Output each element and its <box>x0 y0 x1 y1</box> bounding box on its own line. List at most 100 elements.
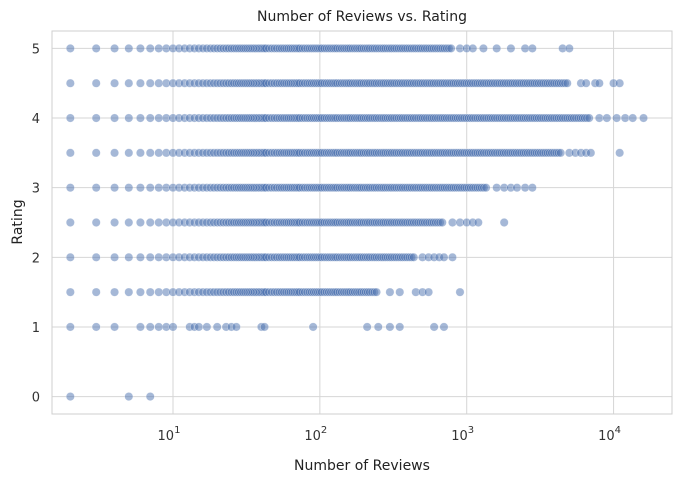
scatter-point <box>308 322 318 332</box>
scatter-point <box>594 78 604 88</box>
scatter-point <box>145 252 155 262</box>
scatter-point <box>455 287 465 297</box>
scatter-point <box>448 252 457 262</box>
scatter-point <box>473 218 483 227</box>
scatter-point <box>65 183 75 193</box>
scatter-point <box>65 287 75 297</box>
plot-frame <box>51 30 673 415</box>
points-layer <box>65 43 648 402</box>
scatter-point <box>145 218 155 227</box>
scatter-point <box>145 392 155 402</box>
scatter-point <box>395 322 405 332</box>
scatter-point <box>612 113 622 123</box>
scatter-point <box>65 218 75 227</box>
scatter-point <box>154 218 164 227</box>
scatter-point <box>145 322 155 332</box>
scatter-point <box>145 148 155 158</box>
scatter-point <box>65 148 75 158</box>
scatter-point <box>628 113 638 123</box>
scatter-point <box>168 322 178 332</box>
scatter-point <box>602 113 612 123</box>
scatter-point <box>110 148 120 158</box>
y-tick-label: 2 <box>32 251 40 266</box>
scatter-point <box>154 113 164 123</box>
scatter-point <box>145 43 155 53</box>
scatter-point <box>594 113 604 123</box>
scatter-point <box>91 43 101 53</box>
scatter-point <box>154 43 164 53</box>
scatter-point <box>620 113 630 123</box>
scatter-point <box>478 43 488 53</box>
scatter-point <box>527 43 537 53</box>
chart-title: Number of Reviews vs. Rating <box>257 9 467 25</box>
scatter-point <box>154 148 164 158</box>
y-tick-label: 0 <box>32 391 40 406</box>
scatter-point <box>145 287 155 297</box>
scatter-point <box>492 183 502 193</box>
scatter-point <box>145 113 155 123</box>
scatter-point <box>373 322 383 332</box>
x-tick-label: 102 <box>304 425 327 444</box>
scatter-point <box>124 218 134 227</box>
scatter-point <box>581 78 591 88</box>
x-tick-label: 104 <box>598 425 621 444</box>
scatter-point <box>135 78 145 88</box>
scatter-point <box>492 43 502 53</box>
scatter-point <box>409 252 419 262</box>
scatter-point <box>65 392 75 402</box>
scatter-point <box>506 43 516 53</box>
x-tick-label: 101 <box>158 425 181 444</box>
scatter-point <box>110 218 120 227</box>
scatter-point <box>260 322 269 332</box>
scatter-point <box>481 183 491 193</box>
scatter-point <box>437 218 447 227</box>
ticks-layer: 0 1 2 3 4 5 101 102 103 104 <box>32 42 621 444</box>
scatter-point <box>372 287 381 297</box>
scatter-point <box>527 183 537 193</box>
scatter-point <box>110 287 120 297</box>
scatter-point <box>65 43 75 53</box>
scatter-point <box>194 322 204 332</box>
scatter-point <box>65 113 75 123</box>
scatter-point <box>586 148 596 158</box>
scatter-point <box>448 218 457 227</box>
scatter-point <box>110 252 120 262</box>
scatter-point <box>91 78 101 88</box>
scatter-point <box>91 252 101 262</box>
scatter-point <box>615 78 625 88</box>
scatter-point <box>124 148 134 158</box>
scatter-point <box>562 78 572 88</box>
scatter-point <box>65 252 75 262</box>
scatter-point <box>135 113 145 123</box>
scatter-point <box>499 218 509 227</box>
scatter-point <box>135 148 145 158</box>
scatter-point <box>110 113 120 123</box>
y-tick-label: 1 <box>32 321 40 336</box>
scatter-point <box>439 322 449 332</box>
scatter-point <box>154 322 164 332</box>
scatter-point <box>212 322 222 332</box>
scatter-point <box>65 322 75 332</box>
scatter-point <box>429 322 439 332</box>
scatter-point <box>135 183 145 193</box>
y-tick-label: 4 <box>32 112 40 127</box>
scatter-point <box>91 287 101 297</box>
scatter-point <box>468 43 478 53</box>
scatter-point <box>615 148 625 158</box>
scatter-point <box>65 78 75 88</box>
scatter-point <box>91 148 101 158</box>
scatter-point <box>564 43 574 53</box>
scatter-point <box>556 148 566 158</box>
scatter-point <box>135 43 145 53</box>
scatter-point <box>91 322 101 332</box>
scatter-point <box>124 43 134 53</box>
scatter-point <box>135 287 145 297</box>
y-axis-label: Rating <box>10 199 26 244</box>
scatter-point <box>154 252 164 262</box>
scatter-point <box>512 183 522 193</box>
scatter-point <box>124 78 134 88</box>
scatter-point <box>91 183 101 193</box>
scatter-point <box>110 43 120 53</box>
scatter-point <box>424 287 434 297</box>
